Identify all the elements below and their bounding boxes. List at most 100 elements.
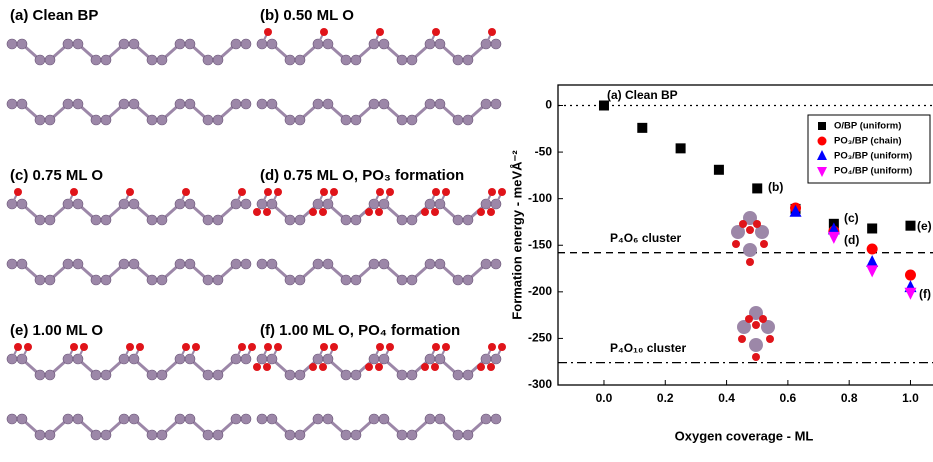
oxygen-atom bbox=[320, 188, 328, 196]
phosphorus-atom bbox=[285, 370, 295, 380]
phosphorus-atom bbox=[203, 55, 213, 65]
phosphorus-atom bbox=[341, 275, 351, 285]
phosphorus-atom bbox=[175, 99, 185, 109]
oxygen-atom bbox=[376, 343, 384, 351]
phosphorus-atom bbox=[351, 275, 361, 285]
oxygen-atom bbox=[14, 188, 22, 196]
phosphorus-atom bbox=[407, 275, 417, 285]
oxygen-atom bbox=[320, 28, 328, 36]
phosphorus-atom bbox=[45, 275, 55, 285]
phosphorus-atom bbox=[213, 370, 223, 380]
phosphorus-atom bbox=[17, 199, 27, 209]
phosphorus-atom bbox=[285, 430, 295, 440]
annotation: (f) bbox=[919, 287, 931, 301]
phosphorus-atom bbox=[295, 275, 305, 285]
cluster-atom bbox=[732, 240, 740, 248]
phosphorus-atom bbox=[185, 99, 195, 109]
phosphorus-atom bbox=[73, 39, 83, 49]
structure-panel: (b) 0.50 ML O bbox=[257, 7, 501, 125]
figure: (a) Clean BP (b) 0.50 ML O (c) 0.75 ML O (d… bbox=[0, 0, 933, 457]
phosphorus-atom bbox=[63, 414, 73, 424]
phosphorus-atom bbox=[175, 259, 185, 269]
phosphorus-atom bbox=[463, 275, 473, 285]
phosphorus-atom bbox=[91, 115, 101, 125]
oxygen-atom bbox=[182, 188, 190, 196]
oxygen-atom bbox=[498, 343, 506, 351]
panel-label: (c) 0.75 ML O bbox=[10, 167, 103, 184]
phosphorus-atom bbox=[481, 99, 491, 109]
structure-panel: (e) 1.00 ML O bbox=[7, 322, 256, 440]
phosphorus-atom bbox=[323, 99, 333, 109]
phosphorus-atom bbox=[285, 55, 295, 65]
cluster-atom bbox=[752, 321, 760, 329]
phosphorus-atom bbox=[241, 414, 251, 424]
data-point bbox=[866, 265, 878, 277]
phosphorus-atom bbox=[241, 259, 251, 269]
oxygen-atom bbox=[488, 343, 496, 351]
x-tick-label: 0.8 bbox=[841, 391, 858, 405]
oxygen-atom bbox=[376, 28, 384, 36]
phosphorus-atom bbox=[453, 215, 463, 225]
oxygen-atom bbox=[432, 188, 440, 196]
legend-label: PO₄/BP (uniform) bbox=[834, 166, 912, 177]
oxygen-atom bbox=[309, 363, 317, 371]
phosphorus-atom bbox=[101, 215, 111, 225]
phosphorus-atom bbox=[91, 370, 101, 380]
phosphorus-atom bbox=[491, 259, 501, 269]
legend-marker bbox=[818, 137, 827, 146]
structure-panel: (c) 0.75 ML O bbox=[7, 167, 251, 285]
phosphorus-atom bbox=[407, 215, 417, 225]
phosphorus-atom bbox=[463, 115, 473, 125]
phosphorus-atom bbox=[213, 55, 223, 65]
y-tick-label: -150 bbox=[528, 237, 552, 251]
phosphorus-atom bbox=[175, 414, 185, 424]
cluster-atom bbox=[760, 240, 768, 248]
phosphorus-atom bbox=[341, 55, 351, 65]
phosphorus-atom bbox=[7, 414, 17, 424]
phosphorus-atom bbox=[407, 115, 417, 125]
oxygen-atom bbox=[126, 188, 134, 196]
phosphorus-atom bbox=[129, 259, 139, 269]
oxygen-atom bbox=[375, 208, 383, 216]
cluster-atom bbox=[749, 338, 763, 352]
oxygen-atom bbox=[376, 188, 384, 196]
phosphorus-atom bbox=[481, 414, 491, 424]
oxygen-atom bbox=[70, 343, 78, 351]
oxygen-atom bbox=[477, 208, 485, 216]
cluster-atom bbox=[743, 243, 757, 257]
phosphorus-atom bbox=[129, 199, 139, 209]
cluster-atom bbox=[752, 353, 760, 361]
phosphorus-atom bbox=[295, 430, 305, 440]
phosphorus-atom bbox=[231, 39, 241, 49]
oxygen-atom bbox=[488, 28, 496, 36]
phosphorus-atom bbox=[463, 215, 473, 225]
phosphorus-atom bbox=[185, 259, 195, 269]
phosphorus-atom bbox=[147, 115, 157, 125]
structure-panel: (d) 0.75 ML O, PO₃ formation bbox=[253, 167, 506, 285]
phosphorus-atom bbox=[491, 99, 501, 109]
data-point bbox=[866, 255, 878, 267]
annotation: (a) Clean BP bbox=[607, 88, 678, 102]
phosphorus-atom bbox=[203, 275, 213, 285]
cluster-atom bbox=[739, 220, 747, 228]
phosphorus-atom bbox=[7, 259, 17, 269]
oxygen-atom bbox=[432, 28, 440, 36]
oxygen-atom bbox=[274, 188, 282, 196]
phosphorus-atom bbox=[213, 430, 223, 440]
cluster-atom bbox=[759, 315, 767, 323]
phosphorus-atom bbox=[481, 259, 491, 269]
phosphorus-atom bbox=[267, 414, 277, 424]
phosphorus-atom bbox=[203, 430, 213, 440]
cluster-atom bbox=[753, 220, 761, 228]
phosphorus-atom bbox=[147, 430, 157, 440]
phosphorus-atom bbox=[63, 259, 73, 269]
phosphorus-atom bbox=[157, 430, 167, 440]
phosphorus-atom bbox=[91, 430, 101, 440]
y-tick-label: -100 bbox=[528, 191, 552, 205]
oxygen-atom bbox=[248, 343, 256, 351]
phosphorus-atom bbox=[407, 55, 417, 65]
phosphorus-atom bbox=[323, 259, 333, 269]
phosphorus-atom bbox=[147, 275, 157, 285]
legend-label: PO₃/BP (uniform) bbox=[834, 151, 912, 162]
phosphorus-atom bbox=[175, 39, 185, 49]
